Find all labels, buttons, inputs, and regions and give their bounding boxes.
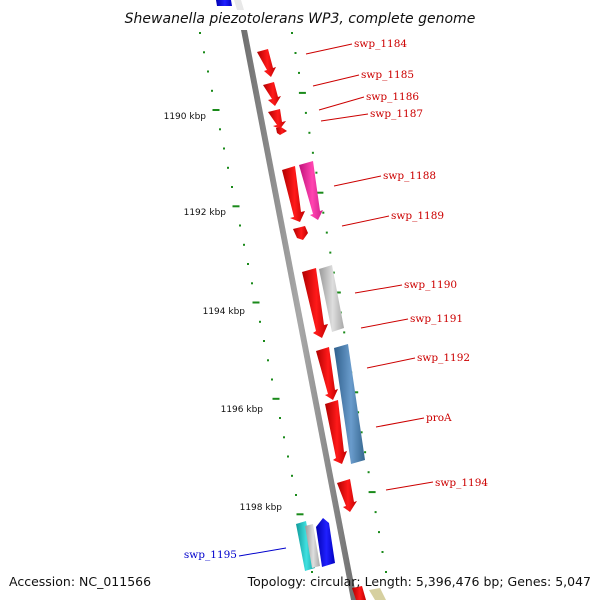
- gene-swp_1195-cyan[interactable]: [296, 521, 315, 571]
- gene-label-swp_1186[interactable]: swp_1186: [366, 91, 419, 103]
- minor-tick: [267, 359, 269, 362]
- tick-label-1196: 1196 kbp: [221, 405, 264, 415]
- gene-label-swp_1188[interactable]: swp_1188: [383, 170, 436, 182]
- minor-tick: [239, 224, 241, 227]
- accession-text: Accession: NC_011566: [9, 574, 151, 589]
- major-tick: [333, 291, 341, 294]
- gene-label-swp_1185[interactable]: swp_1185: [361, 69, 414, 81]
- major-tick: [252, 301, 260, 304]
- minor-tick: [332, 271, 335, 274]
- gene-labels: swp_1184 swp_1185 swp_1186 swp_1187 swp_…: [184, 38, 488, 561]
- gene-swp_1186[interactable]: [268, 109, 286, 129]
- gene-label-swp_1189[interactable]: swp_1189: [391, 210, 444, 222]
- minor-tick: [360, 431, 363, 434]
- minor-tick: [311, 151, 314, 154]
- minor-tick: [247, 263, 249, 265]
- gene-partial-bottom-red[interactable]: [352, 586, 366, 600]
- major-tick: [272, 397, 280, 400]
- gene-swp_1188[interactable]: [299, 161, 323, 220]
- page-title: Shewanella piezotolerans WP3, complete g…: [125, 11, 476, 27]
- minor-tick: [243, 243, 245, 246]
- minor-tick: [311, 571, 313, 573]
- gene-swp_1190[interactable]: [319, 265, 344, 332]
- minor-tick: [259, 320, 261, 323]
- gene-swp_1195-gray[interactable]: [305, 524, 320, 568]
- gene-swp_1190-red[interactable]: [302, 268, 328, 338]
- minor-tick: [279, 417, 281, 419]
- minor-tick: [374, 511, 377, 514]
- backbone-top-cap: [234, 0, 244, 10]
- minor-tick: [294, 52, 297, 54]
- minor-tick: [283, 436, 285, 439]
- gene-label-swp_1195[interactable]: swp_1195: [184, 549, 237, 561]
- gene-swp_1195[interactable]: [316, 518, 335, 567]
- minor-tick: [308, 131, 311, 134]
- minor-tick: [287, 455, 289, 458]
- minor-tick: [298, 71, 300, 74]
- major-tick: [298, 91, 306, 94]
- minor-tick: [315, 171, 318, 174]
- minor-tick: [367, 471, 370, 474]
- minor-tick: [203, 51, 205, 54]
- minor-tick: [199, 32, 201, 34]
- genome-summary-text: Topology: circular; Length: 5,396,476 bp…: [247, 574, 591, 589]
- minor-tick: [291, 32, 293, 34]
- gene-swp_1194[interactable]: [337, 479, 357, 512]
- minor-tick: [304, 111, 307, 114]
- gene-swp_1184[interactable]: [257, 49, 276, 77]
- gene-swp_1185[interactable]: [263, 82, 281, 106]
- genome-backbone: [241, 30, 357, 600]
- gene-features: [216, 0, 386, 600]
- gene-label-swp_1192[interactable]: swp_1192: [417, 352, 470, 364]
- minor-tick: [231, 186, 233, 188]
- minor-tick: [223, 147, 225, 150]
- gene-label-swp_1190[interactable]: swp_1190: [404, 279, 457, 291]
- gene-proA[interactable]: [325, 400, 347, 464]
- scale-labels: 1190 kbp 1192 kbp 1194 kbp 1196 kbp 1198…: [164, 112, 283, 513]
- gene-label-swp_1184[interactable]: swp_1184: [354, 38, 407, 50]
- major-tick: [296, 513, 304, 516]
- minor-tick: [357, 411, 360, 414]
- minor-tick: [343, 331, 346, 334]
- major-tick: [316, 191, 324, 194]
- gene-swp_1189[interactable]: [293, 226, 308, 240]
- minor-tick: [322, 211, 325, 214]
- minor-tick: [207, 70, 209, 73]
- minor-tick: [378, 531, 380, 534]
- minor-tick: [295, 494, 297, 496]
- tick-label-1198: 1198 kbp: [240, 503, 283, 513]
- gene-partial-top[interactable]: [216, 0, 232, 6]
- gene-label-swp_1191[interactable]: swp_1191: [410, 313, 463, 325]
- gene-label-proA[interactable]: proA: [426, 412, 452, 424]
- minor-tick: [329, 251, 332, 254]
- minor-tick: [291, 474, 293, 477]
- gene-partial-bottom-khaki[interactable]: [369, 588, 386, 600]
- minor-tick: [211, 89, 213, 92]
- gene-label-swp_1194[interactable]: swp_1194: [435, 477, 488, 489]
- gene-swp_1192[interactable]: [334, 344, 365, 464]
- minor-tick: [325, 231, 328, 234]
- minor-tick: [263, 340, 265, 342]
- gene-swp_1187[interactable]: [276, 127, 287, 135]
- major-tick: [368, 491, 376, 494]
- minor-tick: [227, 166, 229, 169]
- major-tick: [212, 109, 220, 111]
- tick-label-1192: 1192 kbp: [184, 208, 227, 218]
- gene-swp_1188-red[interactable]: [282, 166, 305, 222]
- major-tick: [232, 205, 240, 208]
- label-leaders: [238, 43, 434, 557]
- minor-tick: [381, 551, 384, 553]
- minor-tick: [271, 378, 273, 381]
- minor-tick: [251, 282, 253, 285]
- gene-swp_1191[interactable]: [316, 347, 338, 400]
- gene-label-swp_1187[interactable]: swp_1187: [370, 108, 423, 120]
- minor-tick: [219, 128, 221, 131]
- minor-tick: [364, 451, 367, 454]
- tick-label-1190: 1190 kbp: [164, 112, 207, 122]
- tick-label-1194: 1194 kbp: [203, 307, 246, 317]
- minor-tick: [385, 571, 387, 573]
